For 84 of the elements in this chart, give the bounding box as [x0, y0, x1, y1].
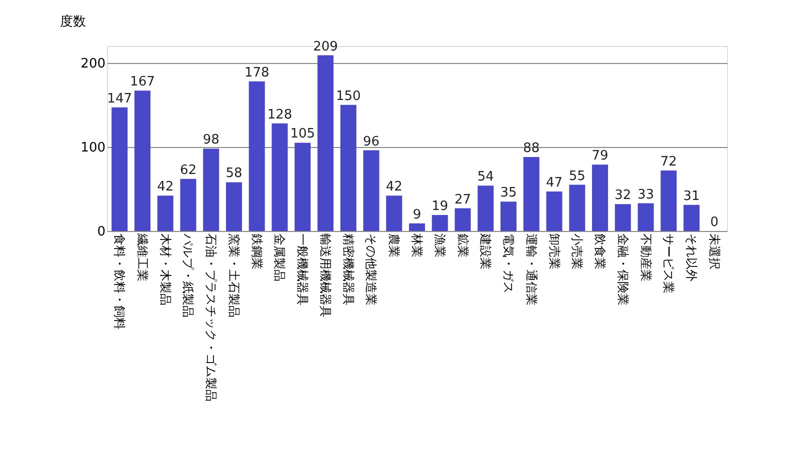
- x-tick-label: 小売業: [570, 234, 584, 270]
- bar: [454, 208, 471, 231]
- bar: [478, 186, 494, 231]
- x-tick-label: 電気・ガス: [502, 234, 516, 294]
- x-tick-label: 卸売業: [547, 234, 562, 270]
- x-tick-label: 鉄鋼業: [250, 234, 264, 270]
- x-tick-label: 飲食業: [593, 234, 608, 270]
- x-tick-label: 農業: [387, 234, 402, 258]
- data-label: 47: [546, 175, 563, 190]
- bar: [363, 150, 380, 231]
- bar: [638, 203, 654, 231]
- data-label: 178: [244, 65, 270, 80]
- data-label: 27: [454, 192, 472, 208]
- data-label: 98: [202, 132, 220, 148]
- bar: [684, 204, 700, 231]
- y-axis-title: 度数: [60, 13, 86, 30]
- data-label: 19: [432, 199, 448, 214]
- x-tick-label: 一般機械器具: [296, 234, 310, 306]
- bar: [569, 184, 586, 231]
- data-label: 58: [226, 166, 242, 182]
- data-label: 96: [362, 134, 380, 150]
- x-tick-label: 金属製品: [272, 234, 287, 282]
- data-label: 31: [683, 188, 700, 204]
- data-label: 72: [660, 154, 677, 170]
- bar: [248, 81, 265, 231]
- bar: [432, 215, 448, 231]
- bar: [317, 55, 334, 231]
- bar: [272, 123, 288, 231]
- bar: [157, 196, 174, 231]
- x-tick-label: 林業: [410, 232, 424, 258]
- y-tick-label: 0: [97, 224, 106, 240]
- bar: [408, 223, 426, 231]
- x-tick-label: 建設業: [478, 232, 493, 270]
- data-label: 105: [290, 126, 316, 142]
- x-tick-label: 精密機械器具: [341, 234, 356, 306]
- data-label: 55: [568, 168, 586, 184]
- bar: [203, 148, 220, 231]
- bar: [340, 104, 356, 231]
- bar: [660, 170, 677, 231]
- x-tick-label: パルプ・紙製品: [181, 232, 196, 318]
- x-tick-label: 輸送用機械器具: [318, 234, 332, 318]
- data-label: 147: [107, 91, 132, 106]
- bar: [112, 107, 128, 231]
- data-label: 150: [336, 88, 361, 104]
- data-label: 88: [523, 141, 540, 156]
- data-label: 32: [614, 188, 632, 204]
- bar: [523, 157, 540, 231]
- x-tick-label: 運輸・通信業: [524, 234, 538, 306]
- y-tick-label: 100: [80, 140, 106, 156]
- x-tick-label: 漁業: [432, 234, 447, 258]
- x-tick-label: 食料・飲料・飼料: [112, 234, 127, 330]
- data-label: 54: [477, 170, 494, 185]
- x-tick-label: 木材・木製品: [158, 234, 172, 306]
- data-label: 35: [500, 186, 517, 201]
- x-tick-label: 繊維工業: [135, 232, 150, 282]
- data-label: 128: [267, 107, 292, 122]
- data-label: 209: [313, 39, 338, 54]
- x-tick-label: 金融・保険業: [616, 234, 630, 306]
- data-label: 62: [180, 162, 196, 178]
- x-tick-label: 石油・プラスチック・ゴム製品: [204, 234, 218, 402]
- data-label: 42: [386, 180, 402, 195]
- bar: [500, 202, 517, 231]
- x-tick-label: その他製造業: [364, 234, 378, 306]
- x-tick-label: 鉱業: [456, 234, 470, 258]
- x-tick-label: 不動産業: [638, 234, 653, 282]
- bar: [226, 182, 242, 231]
- x-tick-label: 未選択: [707, 234, 722, 270]
- data-label: 0: [710, 215, 719, 230]
- data-label: 42: [157, 180, 174, 195]
- bar: [134, 90, 150, 231]
- x-tick-label: それ以外: [684, 234, 699, 282]
- data-label: 33: [638, 187, 654, 202]
- x-tick-label: 窯業・土石製品: [226, 234, 241, 318]
- bar: [386, 196, 402, 231]
- y-tick-label: 200: [80, 56, 106, 72]
- bar: [180, 178, 196, 231]
- bar: [614, 204, 631, 231]
- bar: [546, 191, 562, 231]
- data-label: 9: [412, 207, 422, 222]
- x-tick-label: サービス業: [662, 234, 676, 294]
- data-label: 79: [592, 148, 608, 164]
- data-label: 167: [130, 74, 155, 90]
- bar: [294, 142, 311, 231]
- bar: [592, 164, 608, 231]
